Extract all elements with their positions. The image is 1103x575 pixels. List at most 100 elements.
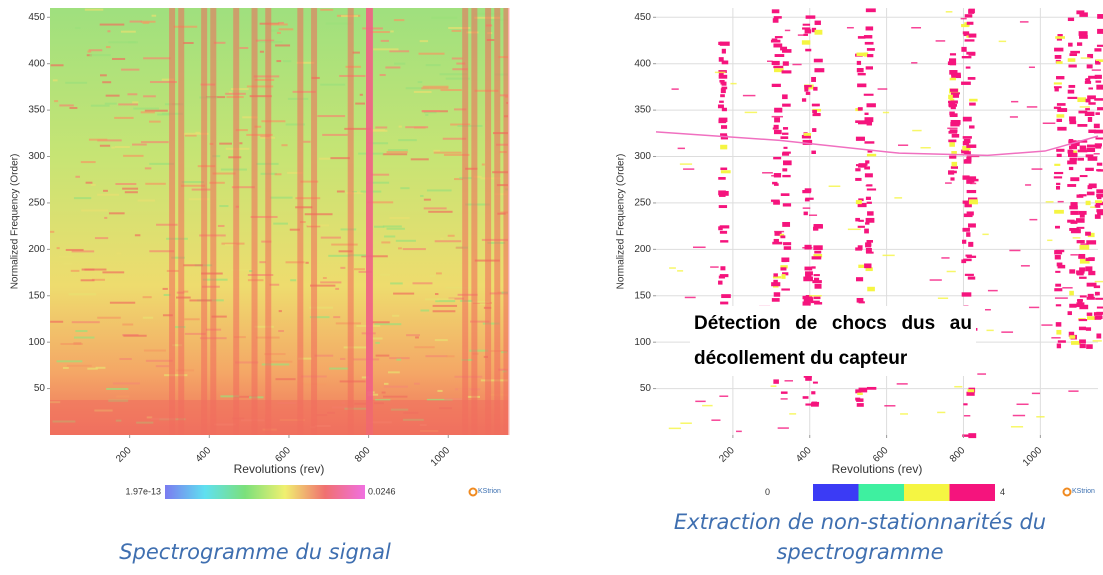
texture xyxy=(261,120,286,123)
texture xyxy=(433,151,462,154)
texture xyxy=(295,197,321,200)
texture xyxy=(1095,297,1103,300)
texture xyxy=(102,81,112,84)
texture xyxy=(66,364,92,367)
texture xyxy=(421,87,449,90)
texture xyxy=(783,246,792,250)
texture xyxy=(771,9,780,14)
texture xyxy=(911,26,922,29)
texture xyxy=(1094,214,1101,219)
texture xyxy=(855,120,866,123)
texture xyxy=(810,300,820,304)
texture xyxy=(896,383,908,385)
texture xyxy=(97,316,121,319)
texture xyxy=(1087,95,1096,100)
texture xyxy=(456,62,466,65)
texture xyxy=(1010,426,1024,428)
texture xyxy=(782,152,790,156)
texture xyxy=(1080,243,1089,245)
texture xyxy=(1076,218,1085,223)
texture xyxy=(390,282,403,285)
texture xyxy=(384,382,389,385)
texture xyxy=(54,100,59,103)
texture xyxy=(1076,194,1084,198)
texture xyxy=(805,15,816,19)
texture xyxy=(452,68,468,71)
texture xyxy=(1069,149,1074,155)
texture xyxy=(413,90,432,93)
texture xyxy=(1079,339,1086,344)
texture xyxy=(969,125,975,129)
texture xyxy=(1055,56,1060,59)
texture xyxy=(1056,153,1062,158)
texture xyxy=(962,239,967,244)
texture xyxy=(865,217,875,223)
texture xyxy=(185,134,197,137)
texture xyxy=(784,29,791,32)
texture xyxy=(269,283,280,286)
texture xyxy=(233,8,240,435)
texture xyxy=(717,104,724,109)
texture xyxy=(497,212,506,215)
texture xyxy=(254,78,275,81)
texture xyxy=(425,113,429,116)
texture xyxy=(856,297,864,303)
texture xyxy=(1084,78,1090,81)
texture xyxy=(254,325,274,328)
texture xyxy=(1087,316,1097,320)
texture xyxy=(235,361,259,364)
texture xyxy=(1097,14,1103,19)
texture xyxy=(718,226,723,231)
texture xyxy=(1054,47,1064,52)
y-tick-label: 200 xyxy=(634,244,651,255)
texture xyxy=(949,53,957,56)
texture xyxy=(1057,34,1063,38)
texture xyxy=(655,131,1099,157)
texture xyxy=(423,207,447,210)
texture xyxy=(865,184,872,187)
texture xyxy=(1031,168,1043,170)
texture xyxy=(105,46,111,49)
texture xyxy=(945,11,953,13)
texture xyxy=(855,136,865,141)
texture xyxy=(1079,213,1085,218)
texture xyxy=(1067,152,1078,158)
texture xyxy=(961,259,967,264)
texture xyxy=(773,200,780,205)
texture xyxy=(394,62,406,65)
texture xyxy=(762,172,773,174)
texture xyxy=(966,232,971,237)
texture xyxy=(281,144,288,147)
texture xyxy=(71,250,95,253)
texture xyxy=(1094,61,1100,64)
texture xyxy=(721,60,729,65)
texture xyxy=(102,271,125,274)
texture xyxy=(1079,175,1088,178)
texture xyxy=(366,8,374,435)
texture xyxy=(1097,28,1103,34)
texture xyxy=(1095,144,1102,149)
texture xyxy=(865,242,871,248)
texture xyxy=(446,355,455,358)
texture xyxy=(1077,157,1084,161)
texture xyxy=(719,395,729,397)
texture xyxy=(385,66,401,69)
texture xyxy=(289,228,300,231)
texture xyxy=(1054,297,1068,299)
texture xyxy=(857,245,863,250)
texture xyxy=(857,107,863,111)
texture xyxy=(140,141,169,144)
texture xyxy=(370,173,390,176)
texture xyxy=(278,330,284,333)
texture xyxy=(176,369,195,372)
texture xyxy=(677,270,684,272)
texture xyxy=(1056,76,1065,80)
texture xyxy=(811,150,816,155)
texture xyxy=(828,185,841,188)
texture xyxy=(801,40,811,45)
texture xyxy=(1057,108,1068,112)
texture xyxy=(121,68,140,71)
texture xyxy=(770,385,777,387)
texture xyxy=(469,349,489,352)
texture xyxy=(783,242,792,246)
